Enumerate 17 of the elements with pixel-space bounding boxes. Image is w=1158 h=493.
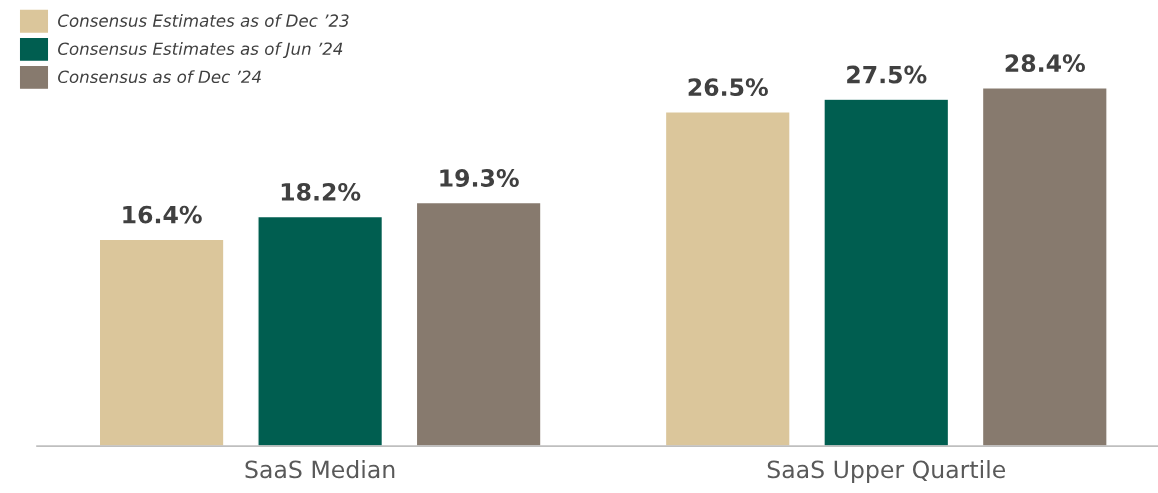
data-label: 27.5%: [847, 65, 927, 84]
data-label: 16.4%: [123, 205, 202, 224]
bar: [98, 238, 225, 447]
data-label: 18.2%: [281, 182, 361, 201]
bar: [664, 111, 791, 447]
legend-label: Consensus Estimates as of Jun ’24: [58, 42, 343, 59]
bar: [257, 215, 384, 447]
bar: [981, 87, 1108, 447]
bar: [823, 98, 950, 447]
x-tick-label: SaaS Upper Quartile: [767, 460, 1006, 483]
data-label: 26.5%: [688, 78, 768, 97]
legend-label: Consensus Estimates as of Dec ’23: [58, 14, 349, 27]
data-label: 19.3%: [440, 169, 519, 187]
legend-label: Consensus as of Dec ’24: [58, 70, 261, 84]
data-label: 28.4%: [1005, 54, 1085, 73]
x-tick-label: SaaS Median: [245, 460, 395, 479]
bar: [415, 201, 542, 447]
